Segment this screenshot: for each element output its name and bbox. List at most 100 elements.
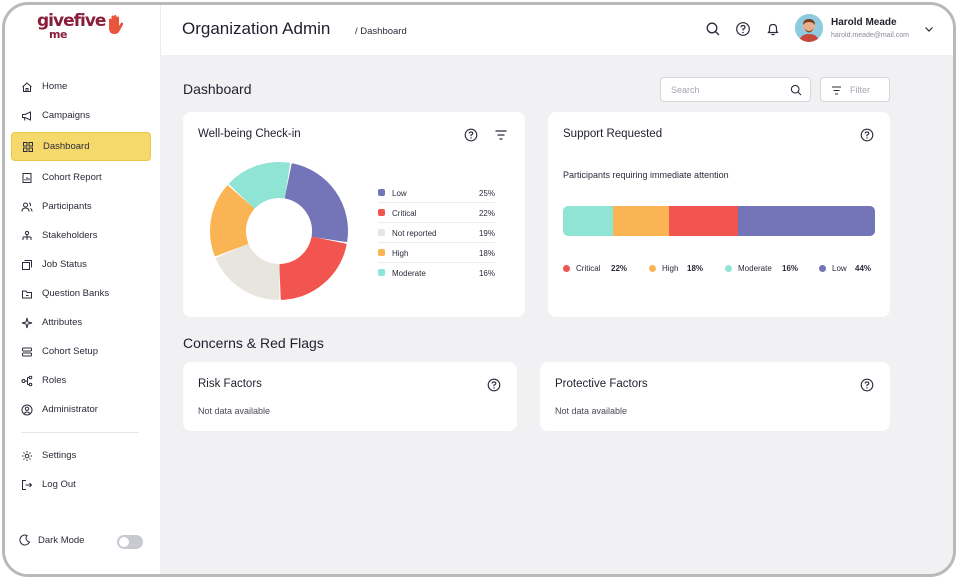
risk-factors-empty: Not data available [198,406,271,416]
sidebar-item-label: Cohort Setup [42,346,98,357]
bar-segment-high[interactable] [612,206,670,236]
sidebar-item-attributes[interactable]: Attributes [11,308,151,337]
legend-swatch-low [378,189,385,196]
legend-label: High [392,249,409,258]
help-icon[interactable] [860,128,874,142]
support-subtitle: Participants requiring immediate attenti… [563,170,729,180]
legend-swatch-high [378,249,385,256]
folder-icon [22,290,32,298]
sidebar-item-logout[interactable]: Log Out [11,470,151,499]
legend-value: 16% [782,264,799,273]
sidebar-item-label: Administrator [42,404,98,415]
page-title: Organization Admin [182,19,331,38]
bell-icon[interactable] [765,21,781,37]
filter-icon[interactable] [494,128,508,142]
bar-segment-low[interactable] [737,206,875,236]
breadcrumb[interactable]: / Dashboard [355,26,407,37]
help-icon[interactable] [464,128,478,142]
dark-mode-label: Dark Mode [38,534,85,546]
legend-label: Low [832,264,847,273]
home-icon [22,81,32,92]
user-email: harold.meade@mail.com [831,32,909,39]
sidebar-item-label: Log Out [42,479,76,490]
moon-icon [19,534,31,546]
bar-segment-moderate[interactable] [563,206,613,236]
user-name: Harold Meade [831,17,897,28]
sidebar-nav: Home Campaigns Dashboard Cohort Report P… [11,72,151,499]
legend-value: 22% [611,264,628,273]
help-icon[interactable] [487,378,501,392]
sidebar-item-administrator[interactable]: Administrator [11,395,151,424]
sidebar-item-label: Job Status [42,259,87,270]
search-input[interactable]: Search [660,77,811,102]
sidebar-item-dashboard[interactable]: Dashboard [11,132,151,161]
legend-swatch-high [649,265,656,272]
risk-factors-title: Risk Factors [198,378,262,390]
chevron-down-icon[interactable] [923,23,935,35]
donut-slice-critical[interactable] [279,236,347,300]
logo[interactable]: givefive me [37,11,127,42]
support-card: Support Requested Participants requiring… [548,112,890,317]
hand-icon [109,15,124,34]
wellbeing-legend: Low 25% Critical 22% Not reported 19% Hi… [378,183,495,283]
sidebar-item-label: Dashboard [43,141,90,152]
wellbeing-donut-chart [210,162,348,300]
dark-mode-row: Dark Mode [19,534,143,549]
sidebar-item-label: Stakeholders [42,230,98,241]
sidebar: givefive me Home Campaigns Dashboard [5,5,160,574]
wellbeing-title: Well-being Check-in [198,128,301,140]
roles-icon [21,375,33,386]
megaphone-icon [22,110,31,121]
sidebar-item-label: Participants [42,201,92,212]
sidebar-item-participants[interactable]: Participants [11,192,151,221]
help-icon[interactable] [860,378,874,392]
legend-swatch-low [819,265,826,272]
legend-swatch-moderate [378,269,385,276]
sidebar-item-cohort-report[interactable]: Cohort Report [11,163,151,192]
search-icon[interactable] [705,21,721,37]
donut-slice-not-reported[interactable] [215,243,280,300]
filter-label: Filter [850,85,870,95]
filter-button[interactable]: Filter [820,77,890,102]
bar-segment-critical[interactable] [669,206,738,236]
sidebar-item-stakeholders[interactable]: Stakeholders [11,221,151,250]
stakeholders-icon [22,230,32,240]
sidebar-item-label: Campaigns [42,110,91,121]
logo-text-top: give [37,11,75,31]
sidebar-item-settings[interactable]: Settings [11,441,151,470]
legend-value: 44% [855,264,872,273]
help-icon[interactable] [735,21,751,37]
legend-item-low: Low 25% [378,183,495,203]
avatar[interactable] [795,14,823,42]
legend-swatch-not-reported [378,229,385,236]
logo-text-right: five [73,11,107,31]
dark-mode-toggle[interactable] [117,535,143,549]
legend-label: Critical [576,264,601,273]
risk-factors-card: Risk Factors Not data available [183,362,517,431]
report-icon [22,172,32,183]
legend-value: 22% [478,209,495,218]
donut-slice-moderate[interactable] [229,162,291,209]
sidebar-item-campaigns[interactable]: Campaigns [11,101,151,130]
sidebar-item-label: Roles [42,375,67,386]
legend-label: Moderate [392,269,426,278]
legend-item-high: High 18% [378,243,495,263]
legend-item-critical: Critical 22% [378,203,495,223]
sidebar-item-question-banks[interactable]: Question Banks [11,279,151,308]
sidebar-item-label: Question Banks [42,288,110,299]
sidebar-item-home[interactable]: Home [11,72,151,101]
sidebar-item-roles[interactable]: Roles [11,366,151,395]
legend-value: 25% [478,189,495,198]
protective-factors-card: Protective Factors Not data available [540,362,890,431]
legend-item-not-reported: Not reported 19% [378,223,495,243]
sidebar-item-job-status[interactable]: Job Status [11,250,151,279]
donut-slice-high[interactable] [210,185,255,257]
legend-label: Critical [392,209,417,218]
sidebar-item-label: Home [42,81,68,92]
legend-label: Not reported [392,229,437,238]
donut-slice-low[interactable] [284,163,348,243]
sidebar-item-cohort-setup[interactable]: Cohort Setup [11,337,151,366]
legend-label: Low [392,189,407,198]
logout-icon [22,479,33,490]
